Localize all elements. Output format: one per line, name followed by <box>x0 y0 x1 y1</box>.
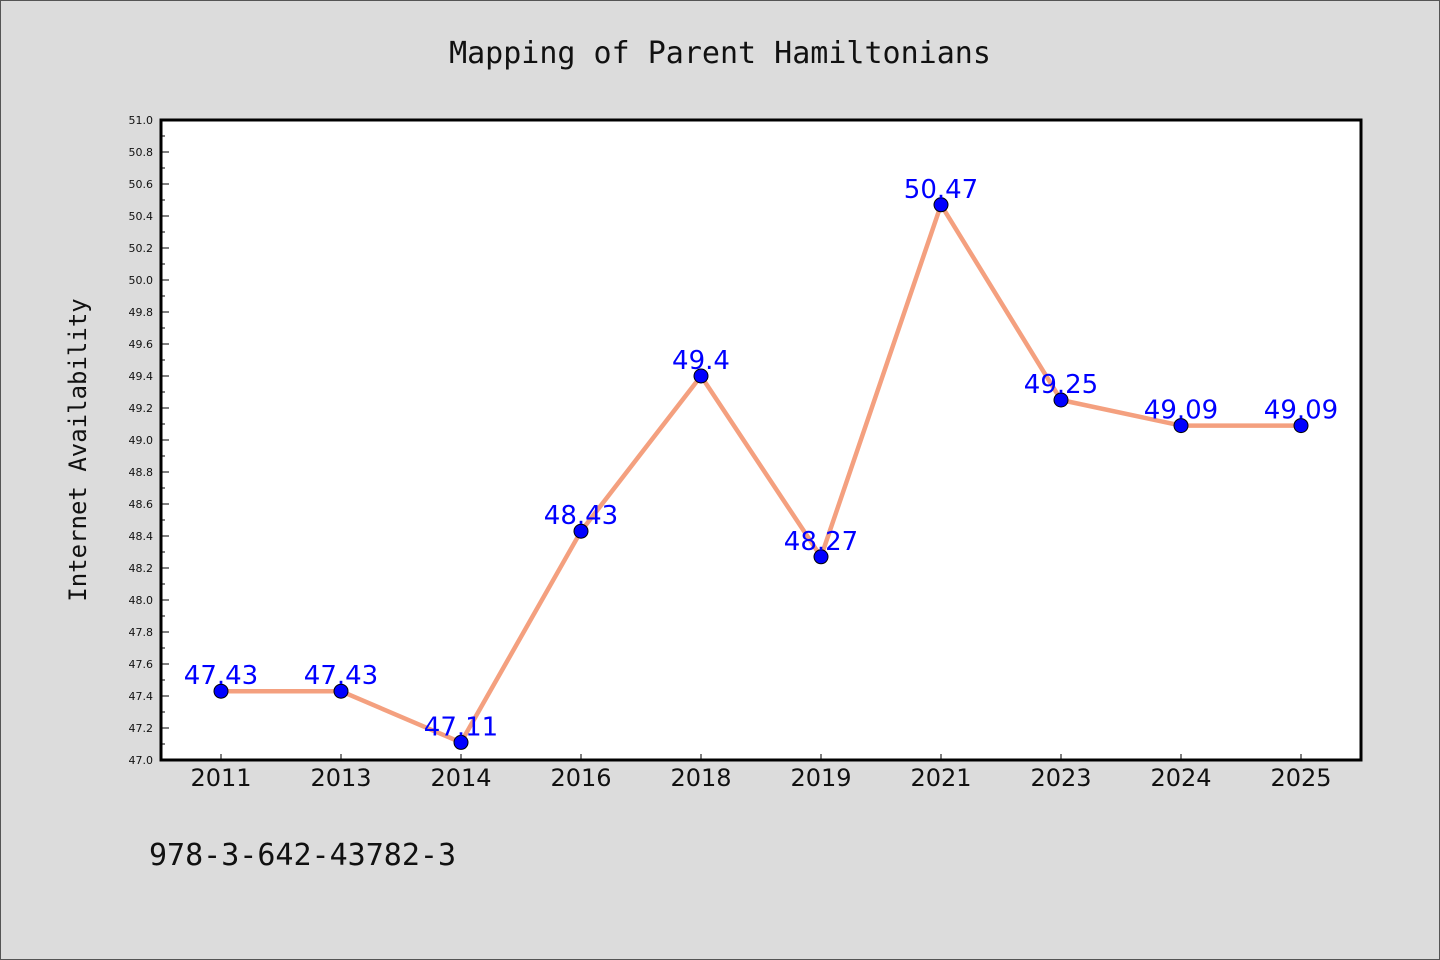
data-label: 49.09 <box>1264 396 1338 426</box>
data-point-marker <box>1173 418 1189 434</box>
data-labels: 47.43 47.43 47.11 48.43 49.4 48.27 50.47 49.25 4… <box>184 175 1338 743</box>
data-point-marker <box>813 549 829 565</box>
y-tick-label: 47.0 <box>129 754 154 767</box>
y-tick-label: 50.4 <box>129 210 154 223</box>
x-tick-label: 2011 <box>190 764 251 792</box>
series-layer <box>213 197 1309 750</box>
x-tick-label: 2024 <box>1150 764 1211 792</box>
data-label: 49.4 <box>672 346 730 376</box>
x-tick-label: 2023 <box>1030 764 1091 792</box>
y-tick-label: 47.8 <box>129 626 154 639</box>
y-tick-label: 50.2 <box>129 242 154 255</box>
y-tick-label: 49.6 <box>129 338 154 351</box>
data-label: 48.43 <box>544 501 618 531</box>
data-label: 47.43 <box>304 661 378 691</box>
x-tick-label: 2016 <box>550 764 611 792</box>
x-tick-label: 2019 <box>790 764 851 792</box>
y-axis-ticks: 47.0 47.2 47.4 47.6 47.8 48.0 48.2 48.4 48.6 48.8… <box>129 114 169 767</box>
data-label: 50.47 <box>904 175 978 205</box>
y-tick-label: 50.8 <box>129 146 154 159</box>
y-tick-label: 47.2 <box>129 722 154 735</box>
data-label: 47.43 <box>184 661 258 691</box>
x-axis-ticks: 2011 2013 2014 2016 2018 2019 2021 2023 2024 2025 <box>190 754 1332 792</box>
x-tick-label: 2021 <box>910 764 971 792</box>
data-point-marker <box>573 523 589 539</box>
data-point-marker <box>333 683 349 699</box>
data-label: 49.25 <box>1024 370 1098 400</box>
data-label: 47.11 <box>424 712 498 742</box>
data-point-marker <box>1293 418 1309 434</box>
y-tick-label: 49.0 <box>129 434 154 447</box>
y-tick-label: 48.0 <box>129 594 154 607</box>
series-line <box>218 202 1304 745</box>
data-label: 49.09 <box>1144 396 1218 426</box>
x-tick-label: 2013 <box>310 764 371 792</box>
y-tick-label: 47.6 <box>129 658 154 671</box>
data-point-marker <box>213 683 229 699</box>
y-tick-label: 48.4 <box>129 530 154 543</box>
y-tick-label: 50.0 <box>129 274 154 287</box>
data-point-marker <box>453 734 469 750</box>
x-tick-label: 2014 <box>430 764 491 792</box>
plot-border <box>159 118 1363 762</box>
y-tick-label: 49.2 <box>129 402 154 415</box>
data-point-marker <box>693 368 709 384</box>
y-tick-label: 49.4 <box>129 370 154 383</box>
chart-title: Mapping of Parent Hamiltonians <box>449 36 991 71</box>
y-axis-label: Internet Availability <box>64 298 92 601</box>
y-tick-label: 49.8 <box>129 306 154 319</box>
plot-area <box>161 120 1361 760</box>
y-tick-label: 48.8 <box>129 466 154 479</box>
y-tick-label: 47.4 <box>129 690 154 703</box>
y-tick-label: 51.0 <box>129 114 154 127</box>
footer-code: 978-3-642-43782-3 <box>149 838 456 873</box>
y-tick-label: 48.6 <box>129 498 154 511</box>
data-point-marker <box>1053 392 1069 408</box>
y-tick-label: 48.2 <box>129 562 154 575</box>
data-point-marker <box>933 197 949 213</box>
x-tick-label: 2025 <box>1270 764 1331 792</box>
x-tick-label: 2018 <box>670 764 731 792</box>
data-label: 48.27 <box>784 527 858 557</box>
y-tick-label: 50.6 <box>129 178 154 191</box>
